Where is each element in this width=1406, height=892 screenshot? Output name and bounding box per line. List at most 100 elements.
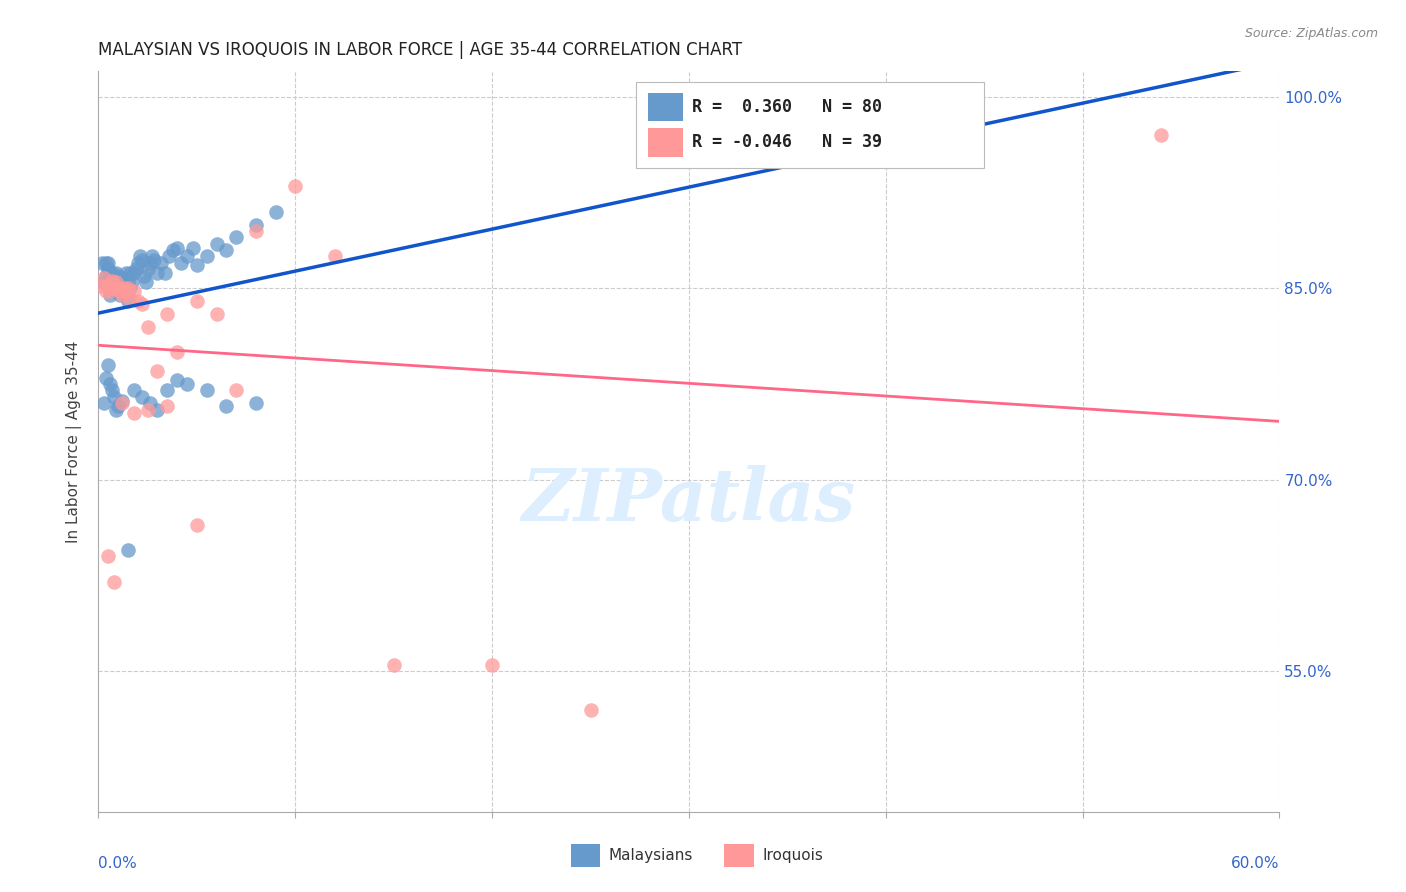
Point [96, 268, 118, 283]
Point [118, 292, 141, 306]
Point [101, 266, 124, 280]
Point [98, 275, 121, 289]
Point [93, 396, 115, 410]
Point [156, 384, 179, 398]
Point [112, 281, 135, 295]
Point [122, 407, 145, 421]
Point [107, 284, 129, 298]
Point [166, 345, 188, 359]
Point [112, 271, 135, 285]
Bar [648, 128, 683, 156]
Point [186, 259, 208, 273]
Point [122, 284, 145, 298]
Point [118, 266, 141, 280]
Point [131, 253, 153, 268]
Point [481, 657, 503, 672]
Point [205, 307, 228, 321]
Text: R = -0.046   N = 39: R = -0.046 N = 39 [693, 133, 883, 151]
Point [98, 377, 121, 392]
Bar [636, 82, 984, 168]
Point [166, 373, 188, 387]
Point [136, 319, 159, 334]
Point [170, 256, 193, 270]
Point [105, 402, 128, 417]
Point [112, 275, 135, 289]
Point [115, 284, 138, 298]
Point [1150, 128, 1173, 143]
Point [131, 296, 153, 310]
Point [245, 396, 267, 410]
Point [97, 278, 120, 293]
Point [108, 271, 131, 285]
Bar [648, 93, 683, 121]
Point [146, 402, 169, 417]
Point [98, 287, 121, 301]
Point [115, 266, 138, 280]
Text: 0.0%: 0.0% [98, 856, 138, 871]
Point [135, 275, 157, 289]
Point [108, 281, 131, 295]
Point [96, 256, 118, 270]
Point [111, 284, 134, 298]
Point [91, 278, 114, 293]
Point [186, 294, 208, 309]
Point [98, 284, 121, 298]
Point [579, 703, 602, 717]
Point [245, 218, 267, 232]
Point [91, 256, 114, 270]
Text: ZIPatlas: ZIPatlas [522, 466, 856, 536]
Point [117, 294, 139, 309]
Point [97, 256, 120, 270]
Point [127, 256, 149, 270]
Point [115, 278, 138, 293]
Point [215, 243, 238, 257]
Point [101, 281, 124, 295]
Point [284, 179, 307, 194]
Text: R =  0.360   N = 80: R = 0.360 N = 80 [693, 98, 883, 116]
Point [205, 236, 228, 251]
Y-axis label: In Labor Force | Age 35-44: In Labor Force | Age 35-44 [66, 341, 83, 542]
Point [225, 384, 247, 398]
Point [105, 275, 128, 289]
Text: Source: ZipAtlas.com: Source: ZipAtlas.com [1244, 27, 1378, 40]
Point [136, 262, 159, 277]
Point [101, 274, 124, 288]
Point [141, 250, 163, 264]
Point [128, 250, 150, 264]
Point [146, 266, 169, 280]
Point [138, 396, 160, 410]
Point [107, 399, 129, 413]
Point [108, 284, 131, 298]
Point [195, 384, 218, 398]
Point [122, 266, 145, 280]
Point [121, 275, 143, 289]
Point [107, 281, 129, 295]
Point [117, 281, 139, 295]
Point [103, 574, 125, 589]
Point [122, 384, 145, 398]
Point [103, 281, 125, 295]
Point [105, 281, 128, 295]
Point [111, 287, 134, 301]
Point [107, 275, 129, 289]
Point [96, 284, 118, 298]
Point [150, 256, 173, 270]
Text: Iroquois: Iroquois [762, 848, 823, 863]
Point [103, 390, 125, 404]
Point [162, 243, 184, 257]
Point [97, 358, 120, 372]
Point [382, 657, 405, 672]
Point [195, 250, 218, 264]
Point [181, 240, 204, 254]
Point [176, 250, 198, 264]
Point [132, 268, 155, 283]
Point [155, 266, 177, 280]
Point [103, 284, 125, 298]
Point [176, 377, 198, 392]
Point [156, 307, 179, 321]
Point [118, 281, 141, 295]
Point [131, 390, 153, 404]
Point [166, 240, 188, 254]
Point [245, 224, 267, 238]
Point [323, 250, 346, 264]
